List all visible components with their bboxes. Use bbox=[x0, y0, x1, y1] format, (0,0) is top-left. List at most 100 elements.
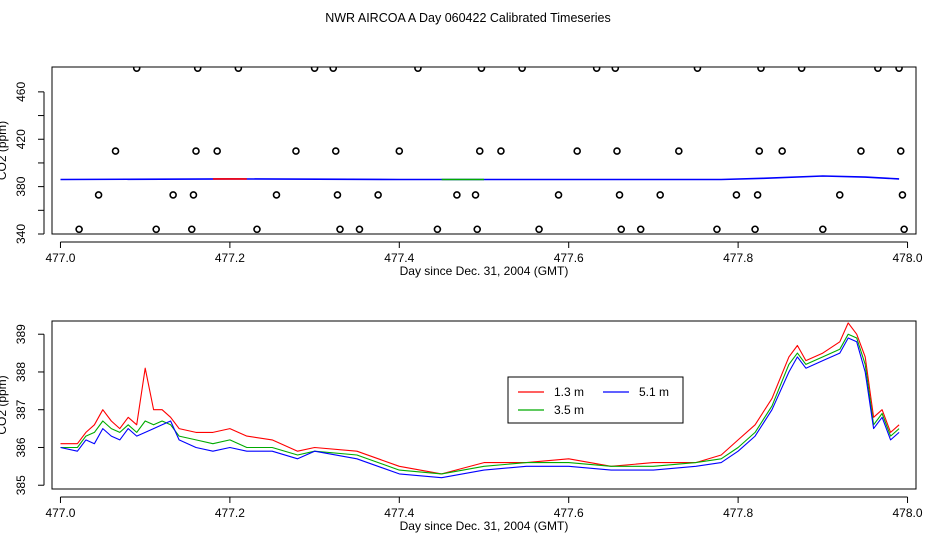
x-tick-label: 477.6 bbox=[554, 251, 584, 265]
data-point bbox=[497, 147, 505, 155]
x-tick-label: 477.2 bbox=[215, 506, 245, 520]
data-point bbox=[835, 191, 844, 199]
x-tick-label: 477.8 bbox=[723, 251, 753, 265]
data-point bbox=[874, 67, 882, 72]
legend: 1.3 m 3.5 m 5.1 m bbox=[507, 376, 684, 424]
plot-data bbox=[60, 67, 908, 234]
data-point bbox=[751, 225, 759, 234]
data-point bbox=[857, 147, 865, 155]
data-point bbox=[675, 147, 683, 155]
data-point bbox=[755, 147, 764, 155]
x-tick-label: 477.4 bbox=[384, 506, 414, 520]
data-point bbox=[75, 225, 83, 234]
x-axis-label: Day since Dec. 31, 2004 (GMT) bbox=[400, 264, 569, 278]
y-tick-label: 420 bbox=[14, 129, 28, 149]
data-point bbox=[475, 147, 484, 155]
y-tick-label: 388 bbox=[14, 362, 28, 382]
x-tick-label: 477.6 bbox=[554, 506, 584, 520]
data-point bbox=[896, 147, 905, 155]
data-point bbox=[693, 67, 702, 72]
data-point bbox=[615, 191, 624, 199]
x-tick-label: 477.8 bbox=[723, 506, 753, 520]
bottom-line-panel: 477.0 477.2 477.4 477.6 477.8 478.0 Day since … bbox=[0, 320, 923, 533]
data-point bbox=[355, 225, 364, 234]
data-point bbox=[757, 67, 765, 72]
series-line bbox=[60, 337, 900, 479]
data-point bbox=[433, 225, 442, 234]
data-point bbox=[453, 191, 461, 199]
data-point bbox=[473, 225, 482, 234]
top-scatter-panel: 477.0 477.2 477.4 477.6 477.8 478.0 Day since … bbox=[0, 66, 923, 278]
data-point bbox=[169, 191, 177, 199]
data-point bbox=[187, 225, 196, 234]
data-point bbox=[518, 67, 526, 72]
data-point bbox=[713, 225, 721, 234]
x-axis-label: Day since Dec. 31, 2004 (GMT) bbox=[400, 519, 569, 533]
data-point bbox=[414, 67, 422, 72]
data-point bbox=[656, 191, 664, 199]
data-point bbox=[132, 67, 141, 72]
y-tick-label: 380 bbox=[14, 176, 28, 196]
data-point bbox=[613, 147, 621, 155]
data-point bbox=[94, 191, 103, 199]
data-point bbox=[477, 67, 486, 72]
data-point bbox=[213, 147, 221, 155]
x-tick-label: 478.0 bbox=[893, 251, 923, 265]
data-point bbox=[778, 147, 786, 155]
data-point bbox=[554, 191, 563, 199]
data-point bbox=[234, 67, 243, 72]
x-tick-label: 478.0 bbox=[893, 506, 923, 520]
data-point bbox=[753, 191, 762, 199]
y-tick-label: 460 bbox=[14, 82, 28, 102]
y-tick-label: 386 bbox=[14, 437, 28, 457]
data-point bbox=[900, 225, 908, 234]
legend-label: 1.3 m bbox=[554, 385, 584, 399]
data-point bbox=[898, 191, 907, 199]
data-point bbox=[797, 67, 806, 72]
data-point bbox=[331, 147, 340, 155]
data-point bbox=[395, 147, 404, 155]
data-point bbox=[374, 191, 382, 199]
y-tick-label: 385 bbox=[14, 475, 28, 495]
data-point bbox=[329, 67, 338, 72]
data-point bbox=[189, 191, 198, 199]
legend-box bbox=[507, 376, 684, 424]
data-point bbox=[819, 225, 827, 234]
data-point bbox=[636, 225, 645, 234]
y-tick-label: 389 bbox=[14, 324, 28, 344]
x-tick-label: 477.2 bbox=[215, 251, 245, 265]
x-tick-label: 477.0 bbox=[45, 251, 75, 265]
x-tick-label: 477.0 bbox=[45, 506, 75, 520]
data-point bbox=[333, 191, 342, 199]
reference-line bbox=[60, 175, 900, 181]
plot-frame bbox=[51, 66, 917, 235]
data-point bbox=[617, 225, 626, 234]
data-point bbox=[272, 191, 281, 199]
plot-data bbox=[60, 322, 900, 479]
data-point bbox=[535, 225, 543, 234]
data-point bbox=[310, 67, 319, 72]
data-point bbox=[193, 67, 202, 72]
y-axis-label: CO2 (ppm) bbox=[0, 375, 9, 434]
x-tick-label: 477.4 bbox=[384, 251, 414, 265]
data-point bbox=[111, 147, 120, 155]
plot-frame bbox=[51, 320, 917, 490]
data-point bbox=[336, 225, 344, 234]
series-line bbox=[60, 333, 900, 475]
data-point bbox=[895, 67, 903, 72]
data-point bbox=[471, 191, 480, 199]
y-tick-label: 387 bbox=[14, 399, 28, 419]
y-tick-label: 340 bbox=[14, 224, 28, 244]
data-point bbox=[152, 225, 160, 234]
y-axis-label: CO2 (ppm) bbox=[0, 121, 9, 180]
legend-label: 3.5 m bbox=[554, 403, 584, 417]
data-point bbox=[732, 191, 741, 199]
series-line bbox=[60, 322, 900, 475]
figure-title: NWR AIRCOA A Day 060422 Calibrated Times… bbox=[325, 11, 611, 25]
data-point bbox=[611, 67, 620, 72]
data-point bbox=[192, 147, 200, 155]
data-point bbox=[592, 67, 601, 72]
legend-label: 5.1 m bbox=[639, 385, 669, 399]
data-point bbox=[573, 147, 581, 155]
